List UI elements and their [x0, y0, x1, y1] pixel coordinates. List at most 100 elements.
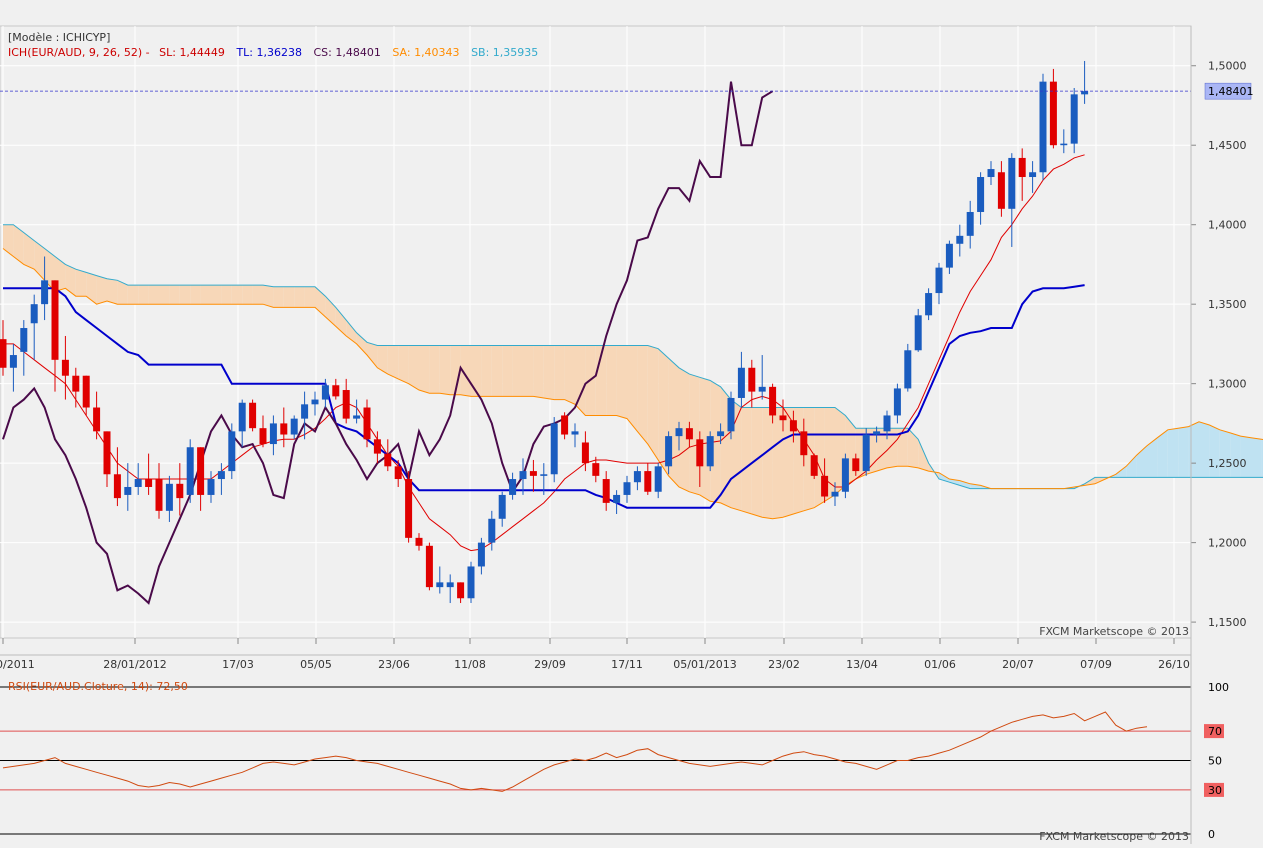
candle-body [748, 367, 756, 392]
candle-bearish [592, 456, 600, 483]
candle-bearish [425, 542, 433, 591]
candle-body [675, 428, 683, 437]
cloud-segment [564, 345, 575, 405]
candle-body [779, 415, 787, 421]
candle-body [769, 386, 777, 416]
rsi-tick-label: 0 [1208, 828, 1215, 841]
cloud-segment [512, 345, 523, 397]
candle-body [363, 407, 371, 440]
candle-bearish [61, 335, 69, 400]
candle-body [467, 566, 475, 599]
candle-bearish [779, 399, 787, 432]
candle-bearish [363, 399, 371, 448]
cloud-segment [1126, 455, 1137, 478]
candle-body [852, 458, 860, 472]
candle-bearish [280, 407, 288, 448]
candle-body [831, 491, 839, 497]
candle-bearish [0, 320, 7, 376]
candle-body [821, 475, 829, 497]
candle-bullish [841, 453, 849, 499]
cloud-segment [876, 428, 887, 472]
candle-body [966, 211, 974, 236]
candle-body [332, 385, 340, 397]
candle-body [623, 482, 631, 495]
cloud-segment [970, 483, 981, 489]
cloud-segment [1199, 421, 1210, 478]
price-plot-area [0, 25, 1192, 639]
candle-bullish [134, 463, 142, 495]
candle-body [498, 494, 506, 519]
candle-bearish [581, 431, 589, 472]
cloud-segment [1251, 437, 1262, 478]
candle-body [186, 447, 194, 495]
price-pane[interactable]: 1,1500 1,2000 1,2500 1,3000 1,3500 1,4000 1,45… [0, 25, 1263, 639]
candle-bullish [353, 399, 361, 424]
candle-bullish [301, 391, 309, 440]
cloud-segment [96, 275, 107, 305]
candle-bearish [529, 459, 537, 492]
candle-body [259, 428, 267, 445]
model-label: [Modèle : ICHICYP] [8, 31, 110, 44]
candle-bullish [831, 482, 839, 507]
candle-bearish [561, 412, 569, 440]
candle-bullish [706, 431, 714, 472]
candle-body [529, 471, 537, 476]
candle-body [1060, 143, 1068, 146]
candle-bearish [332, 378, 340, 400]
candle-body [789, 420, 797, 432]
candle-body [405, 479, 413, 538]
cloud-segment [159, 285, 170, 305]
cloud-segment [668, 358, 679, 487]
date-tick-label: 23/06 [378, 658, 410, 671]
candle-body [904, 350, 912, 389]
candle-body [717, 431, 725, 437]
candle-body [384, 453, 392, 467]
candle-body [176, 483, 184, 499]
candle-bearish [103, 431, 111, 487]
candle-bullish [477, 537, 485, 575]
candle-body [269, 423, 277, 445]
candle-bullish [436, 566, 444, 594]
rsi-pane[interactable]: 100 70 50 30 0 RSI(EUR/AUD.Cloture, 14): 72,… [0, 680, 1229, 843]
cloud-segment [398, 345, 409, 384]
candle-body [249, 402, 257, 429]
candle-bullish [727, 391, 735, 440]
candle-bearish [415, 533, 423, 551]
candle-body [290, 418, 298, 435]
candle-bearish [155, 463, 163, 519]
candle-body [883, 415, 891, 432]
candle-body [571, 431, 579, 435]
cloud-segment [107, 278, 118, 305]
date-tick-label: 26/10 [1158, 658, 1190, 671]
candle-bullish [675, 421, 683, 451]
candle-body [665, 436, 673, 467]
candle-bullish [1070, 87, 1078, 154]
candle-bullish [186, 439, 194, 503]
candle-bearish [602, 471, 610, 511]
candle-bearish [373, 431, 381, 464]
cloud-segment [1188, 421, 1199, 478]
price-tick-label: 1,1500 [1208, 616, 1247, 629]
chart-legend: [Modèle : ICHICYP] ICH(EUR/AUD, 9, 26, 5… [8, 31, 538, 59]
cloud-segment [491, 345, 503, 397]
candle-body [841, 458, 849, 492]
rsi-line [2, 711, 1148, 792]
candle-body [228, 431, 236, 472]
cloud-segment [86, 272, 97, 305]
candle-body [519, 471, 527, 480]
cloud-segment [460, 345, 471, 397]
candle-bullish [30, 294, 38, 360]
rsi-axis: 100 70 50 30 0 [1204, 681, 1229, 841]
date-axis: 22/10/2011 28/01/2012 17/03 05/05 23/06 11/08… [0, 638, 1191, 671]
candle-bearish [789, 410, 797, 443]
candle-bearish [197, 447, 205, 511]
candle-body [311, 399, 319, 405]
candle-body [207, 479, 215, 495]
candle-bearish [696, 431, 704, 487]
rsi-tick-label: 50 [1208, 755, 1222, 768]
date-tick-label: 28/01/2012 [103, 658, 166, 671]
cloud-segment [367, 342, 378, 368]
candle-bullish [124, 463, 132, 511]
